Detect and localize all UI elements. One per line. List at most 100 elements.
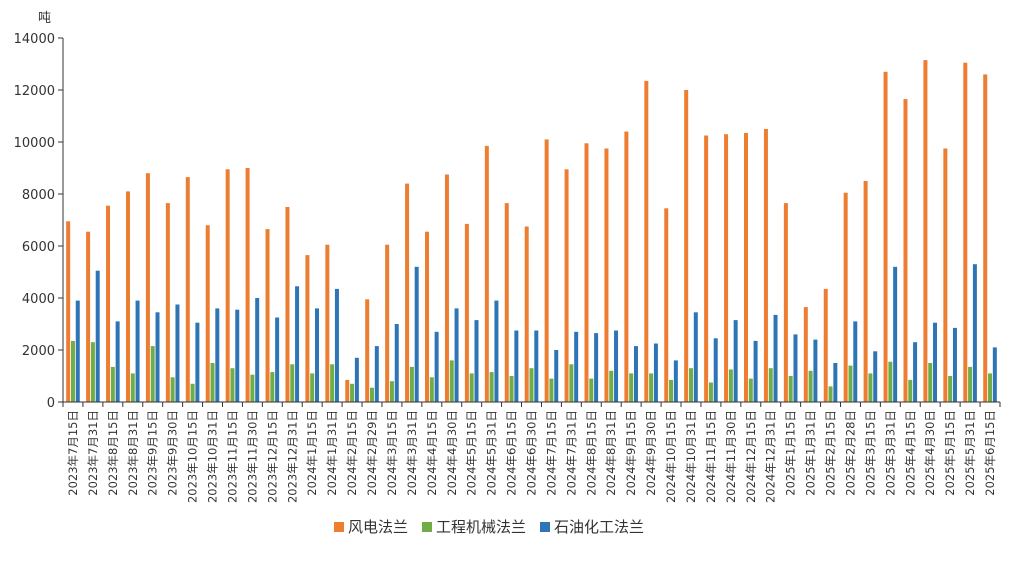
legend-swatch (422, 522, 432, 532)
bar-series2 (748, 378, 753, 402)
x-tick-label: 2025年3月15日 (863, 410, 877, 496)
bar-series2 (609, 370, 614, 402)
bar-series2 (250, 374, 255, 402)
y-tick-label: 10000 (14, 136, 55, 151)
bar-series2 (928, 363, 933, 402)
bar-series2 (130, 373, 135, 402)
bar-series3 (394, 324, 399, 402)
bar-series1 (245, 168, 250, 402)
bar-series3 (354, 357, 359, 402)
bar-series1 (405, 183, 410, 402)
bar-series3 (893, 266, 898, 402)
x-tick-label: 2024年8月15日 (584, 410, 598, 496)
bar-series2 (370, 387, 375, 402)
y-tick-label: 8000 (22, 188, 55, 203)
x-tick-label: 2024年5月15日 (465, 410, 479, 496)
bar-series1 (444, 174, 449, 402)
bar-series2 (90, 342, 95, 402)
bar-series1 (86, 231, 91, 402)
y-tick-label: 6000 (22, 240, 55, 255)
x-tick-label: 2024年3月31日 (405, 410, 419, 496)
bar-series1 (165, 203, 170, 402)
bar-series2 (808, 370, 813, 402)
bar-series3 (434, 331, 439, 402)
bar-series3 (514, 330, 519, 402)
bar-series2 (489, 372, 494, 402)
bar-series3 (175, 304, 180, 402)
x-tick-label: 2025年3月31日 (883, 410, 897, 496)
x-tick-label: 2024年2月29日 (365, 410, 379, 496)
bar-series2 (728, 369, 733, 402)
bar-series2 (110, 366, 115, 402)
bar-series3 (195, 322, 200, 402)
bar-series1 (963, 62, 968, 402)
bar-series3 (135, 300, 140, 402)
y-tick-label: 0 (47, 396, 55, 411)
x-axis: 2023年7月15日 2023年7月31日 2023年8月15日 2023年8月31日… (62, 401, 1001, 503)
bar-series1 (943, 148, 948, 402)
legend-label: 石油化工法兰 (554, 518, 644, 536)
bar-series3 (673, 360, 678, 402)
bar-series2 (908, 379, 913, 402)
bar-series2 (509, 376, 514, 402)
bar-series1 (305, 255, 310, 402)
x-tick-label: 2024年1月15日 (305, 410, 319, 496)
bar-series3 (952, 327, 957, 402)
bar-series3 (554, 350, 559, 402)
bar-series2 (848, 365, 853, 402)
bar-series1 (504, 203, 509, 402)
bar-series2 (888, 361, 893, 402)
bar-series1 (783, 203, 788, 402)
bar-series3 (972, 264, 977, 402)
bar-series1 (763, 129, 768, 402)
y-tick-label: 14000 (14, 32, 55, 47)
bar-series1 (345, 379, 350, 402)
bar-series1 (544, 139, 549, 402)
bar-series3 (753, 340, 758, 402)
bar-series2 (988, 373, 993, 402)
bar-series1 (564, 169, 569, 402)
bar-series3 (633, 346, 638, 402)
bar-series2 (688, 368, 693, 402)
bar-series1 (464, 223, 469, 402)
x-tick-label: 2024年9月15日 (624, 410, 638, 496)
x-tick-label: 2025年5月31日 (963, 410, 977, 496)
bar-series1 (524, 226, 529, 402)
bar-series2 (948, 376, 953, 402)
x-tick-label: 2023年8月15日 (106, 410, 120, 496)
bar-series1 (285, 207, 290, 402)
x-tick-label: 2025年4月15日 (903, 410, 917, 496)
bar-series1 (584, 143, 589, 403)
x-tick-label: 2023年8月31日 (126, 410, 140, 496)
x-tick-label: 2024年10月15日 (664, 410, 678, 503)
x-tick-label: 2025年2月15日 (824, 410, 838, 496)
bar-series3 (115, 321, 120, 402)
bar-series3 (933, 322, 938, 402)
bar-series2 (389, 381, 394, 402)
bar-series3 (295, 286, 300, 402)
bar-series2 (290, 364, 295, 402)
x-tick-label: 2024年11月15日 (704, 410, 718, 503)
bar-series3 (614, 330, 619, 402)
x-tick-label: 2024年9月30日 (644, 410, 658, 496)
bar-series1 (365, 299, 370, 402)
x-tick-label: 2024年4月30日 (445, 410, 459, 496)
bar-series2 (669, 379, 674, 402)
bar-series3 (693, 312, 698, 402)
x-tick-label: 2023年9月30日 (166, 410, 180, 496)
x-tick-label: 2023年9月15日 (146, 410, 160, 496)
x-tick-label: 2024年12月31日 (764, 410, 778, 503)
bar-series3 (574, 331, 579, 402)
bar-series1 (265, 229, 270, 402)
legend-label: 风电法兰 (348, 518, 408, 536)
bar-series3 (813, 339, 818, 402)
x-tick-label: 2023年7月31日 (86, 410, 100, 496)
bar-series3 (275, 317, 280, 402)
bar-series2 (210, 363, 215, 402)
bar-series1 (724, 134, 729, 402)
x-tick-label: 2024年10月31日 (684, 410, 698, 503)
x-tick-label: 2025年1月31日 (804, 410, 818, 496)
bar-series3 (534, 330, 539, 402)
